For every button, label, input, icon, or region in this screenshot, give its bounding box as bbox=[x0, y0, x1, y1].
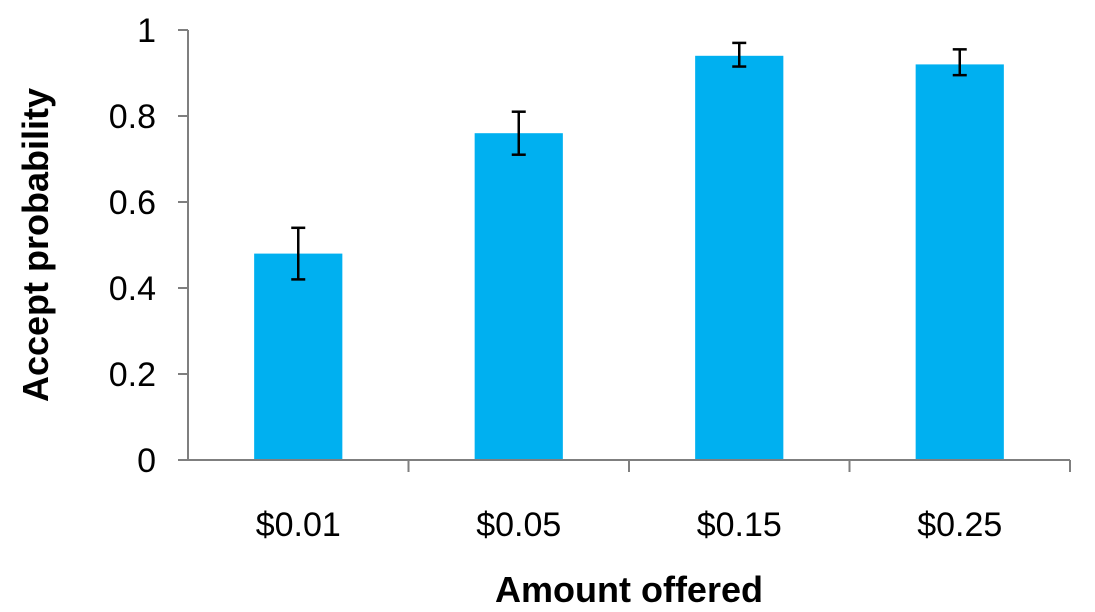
x-tick-label: $0.01 bbox=[256, 506, 341, 544]
y-tick-label: 0.6 bbox=[109, 184, 156, 222]
error-bars-group bbox=[291, 41, 967, 281]
x-axis-title: Amount offered bbox=[495, 569, 763, 610]
x-tick-label: $0.05 bbox=[476, 506, 561, 544]
x-tick-label: $0.25 bbox=[917, 506, 1002, 544]
x-axis-ticks: $0.01 $0.05 $0.15 $0.25 bbox=[256, 460, 1071, 544]
bar bbox=[915, 64, 1004, 461]
bar bbox=[695, 55, 784, 461]
y-tick-label: 1 bbox=[137, 12, 156, 50]
bar bbox=[474, 133, 563, 460]
y-tick-label: 0 bbox=[137, 442, 156, 480]
y-tick-label: 0.4 bbox=[109, 270, 156, 308]
bars-group bbox=[254, 55, 1004, 461]
y-tick-label: 0.8 bbox=[109, 98, 156, 136]
y-tick-label: 0.2 bbox=[109, 356, 156, 394]
x-tick-label: $0.15 bbox=[697, 506, 782, 544]
bar bbox=[254, 253, 343, 460]
y-axis-ticks: 0 0.2 0.4 0.6 0.8 1 bbox=[109, 12, 188, 480]
y-axis-title: Accept probability bbox=[15, 88, 56, 402]
